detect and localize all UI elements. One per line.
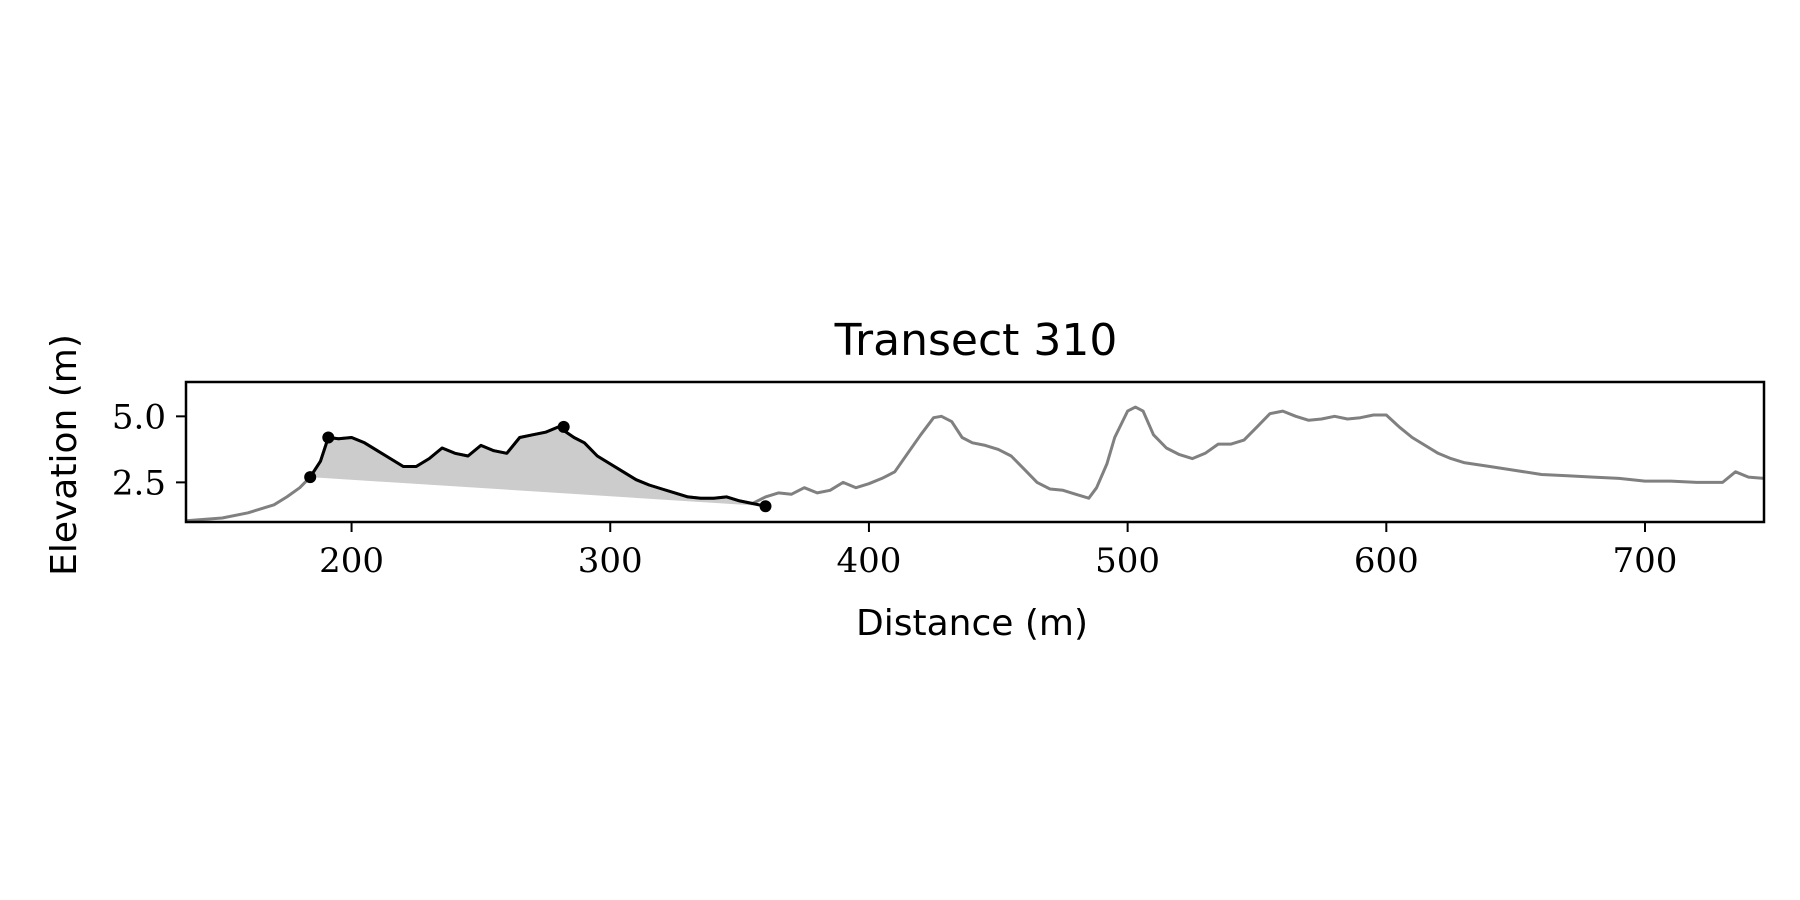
x-tick-label: 200 (319, 541, 384, 581)
x-tick-label: 600 (1354, 541, 1419, 581)
y-axis: 2.5 5.0 (112, 397, 186, 503)
x-tick-label: 300 (578, 541, 643, 581)
dune-marker-point (759, 500, 772, 513)
x-tick-label: 700 (1613, 541, 1678, 581)
dune-marker-point (304, 471, 317, 484)
x-tick-label: 500 (1095, 541, 1160, 581)
y-axis-label: Elevation (m) (44, 334, 85, 576)
chart-title: Transect 310 (834, 315, 1118, 366)
dune-marker-point (322, 431, 335, 444)
dune-volume-fill (310, 426, 766, 507)
x-axis-label: Distance (m) (856, 603, 1088, 644)
plot-area (184, 380, 1766, 524)
dune-series-line (308, 425, 766, 508)
dune-marker-point (557, 420, 570, 433)
y-tick-label: 5.0 (112, 397, 166, 437)
plot-content (186, 405, 1764, 522)
x-tick-label: 400 (836, 541, 901, 581)
y-tick-label: 2.5 (112, 463, 166, 503)
plot-frame (184, 380, 1766, 524)
x-axis: 200 300 400 500 600 700 (319, 522, 1677, 581)
